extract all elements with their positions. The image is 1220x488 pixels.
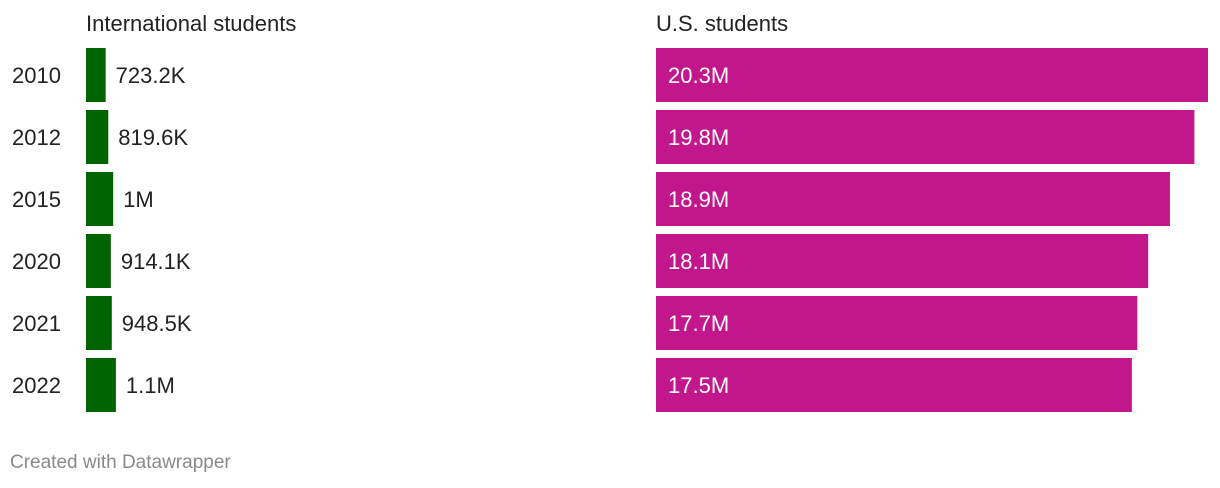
bar-international-2010 [86,48,106,102]
bar-us-2015 [656,172,1170,226]
bar-us-2010 [656,48,1208,102]
year-label-2010: 2010 [12,63,61,88]
bar-chart: 2010 2012 2015 2020 2021 2022 International st… [12,11,1208,412]
bar-international-2020 [86,234,111,288]
bar-international-2015 [86,172,114,226]
value-label-us-2022: 17.5M [668,373,729,398]
bar-us-2012 [656,110,1195,164]
value-label-us-2012: 19.8M [668,125,729,150]
value-label-us-2015: 18.9M [668,187,729,212]
bar-international-2012 [86,110,109,164]
year-label-2012: 2012 [12,125,61,150]
value-label-international-2015: 1M [123,187,154,212]
panel-title-international: International students [86,11,296,36]
value-label-us-2021: 17.7M [668,311,729,336]
bar-us-2022 [656,358,1132,412]
bar-us-2020 [656,234,1149,288]
value-label-international-2022: 1.1M [126,373,175,398]
year-label-2021: 2021 [12,311,61,336]
value-label-international-2012: 819.6K [118,125,188,150]
value-label-international-2021: 948.5K [122,311,192,336]
year-label-2020: 2020 [12,249,61,274]
value-label-international-2020: 914.1K [121,249,191,274]
value-label-us-2010: 20.3M [668,63,729,88]
value-label-international-2010: 723.2K [116,63,186,88]
panel-title-us: U.S. students [656,11,788,36]
bar-international-2021 [86,296,112,350]
bar-us-2021 [656,296,1138,350]
year-label-2022: 2022 [12,373,61,398]
credit-text: Created with Datawrapper [10,452,231,473]
year-label-2015: 2015 [12,187,61,212]
value-label-us-2020: 18.1M [668,249,729,274]
bar-international-2022 [86,358,116,412]
